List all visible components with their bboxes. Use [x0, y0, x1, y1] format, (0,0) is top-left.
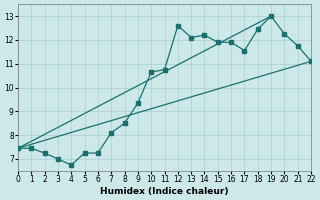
- X-axis label: Humidex (Indice chaleur): Humidex (Indice chaleur): [100, 187, 229, 196]
